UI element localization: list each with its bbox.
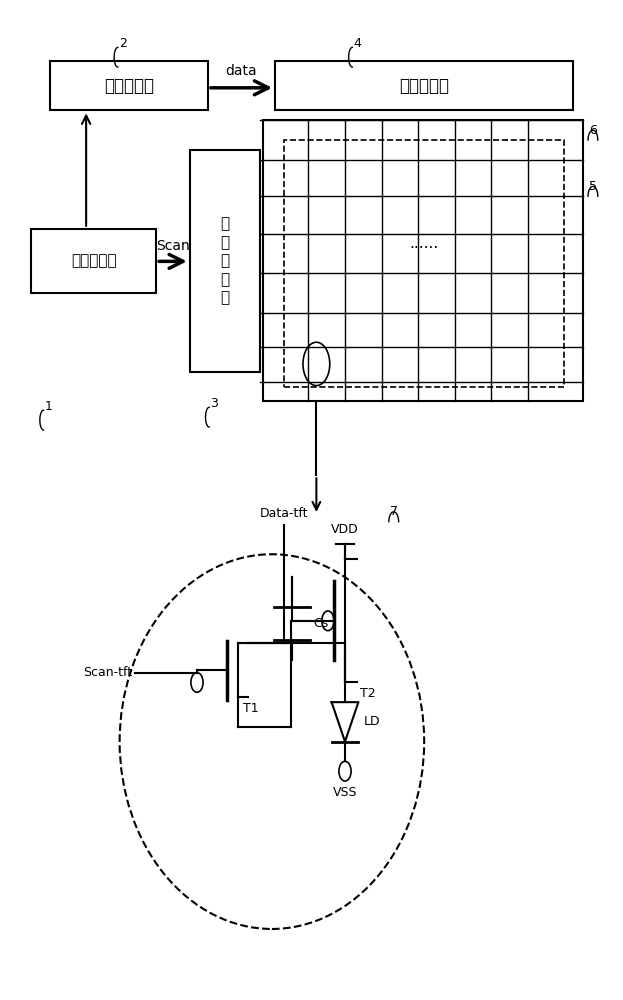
Text: LD: LD [363,715,380,728]
Text: ......: ...... [409,236,439,251]
Text: 时序控制器: 时序控制器 [71,253,117,268]
Text: 数据处理器: 数据处理器 [104,77,154,95]
Text: 1: 1 [44,400,52,413]
Text: 3: 3 [210,397,218,410]
Text: Scan: Scan [156,239,190,253]
Text: Data-tft: Data-tft [260,507,308,520]
Text: Scan-tft: Scan-tft [83,666,132,679]
Bar [50,61,208,110]
Text: 行
扫
描
电
路: 行 扫 描 电 路 [220,216,229,306]
Text: 4: 4 [353,37,361,50]
Text: VSS: VSS [333,786,357,799]
Bar [284,140,564,387]
Bar [31,229,156,293]
Text: Cs: Cs [313,617,328,630]
Text: 列扫描电路: 列扫描电路 [399,77,449,95]
Bar [189,150,260,372]
Text: T1: T1 [243,702,259,715]
Text: 7: 7 [390,505,397,518]
Text: 6: 6 [589,124,597,137]
Circle shape [191,673,203,692]
Text: 2: 2 [119,37,126,50]
Text: T2: T2 [360,687,376,700]
Bar [263,120,583,401]
Circle shape [322,611,334,631]
Text: VDD: VDD [331,523,359,536]
Circle shape [339,761,351,781]
Text: data: data [226,64,257,78]
Bar [275,61,573,110]
Polygon shape [331,702,358,742]
Text: 5: 5 [589,180,597,193]
